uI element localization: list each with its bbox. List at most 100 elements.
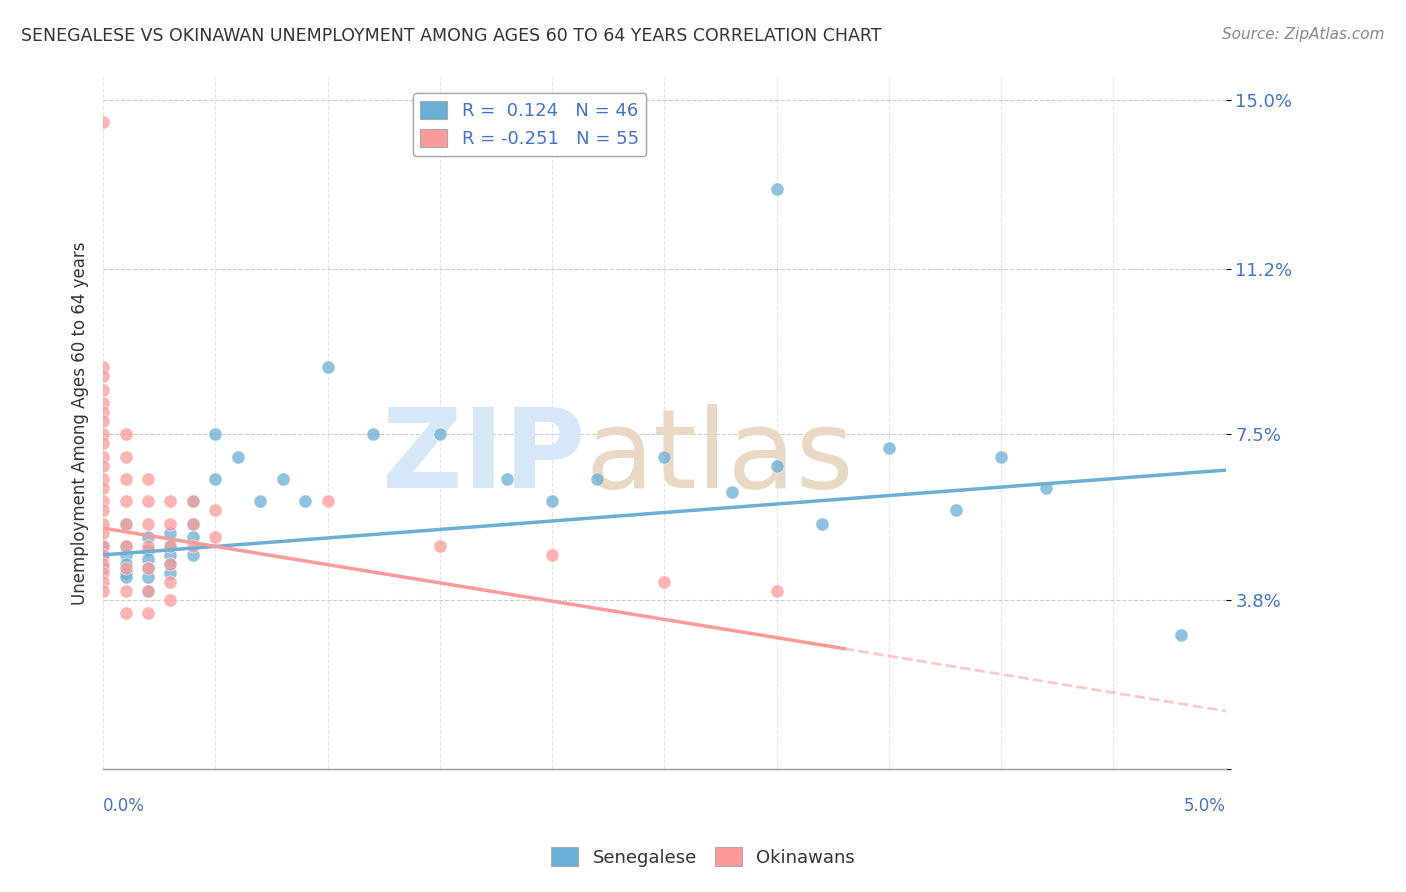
- Point: [114, 557, 136, 571]
- Point: [720, 485, 742, 500]
- Point: [181, 494, 204, 508]
- Point: [91, 383, 114, 397]
- Point: [541, 494, 564, 508]
- Point: [159, 539, 181, 553]
- Point: [181, 516, 204, 531]
- Point: [114, 539, 136, 553]
- Point: [654, 450, 676, 464]
- Point: [945, 503, 967, 517]
- Point: [91, 450, 114, 464]
- Point: [114, 472, 136, 486]
- Point: [316, 360, 339, 375]
- Point: [136, 516, 159, 531]
- Point: [136, 552, 159, 566]
- Point: [91, 561, 114, 575]
- Point: [159, 516, 181, 531]
- Point: [91, 574, 114, 589]
- Point: [91, 566, 114, 580]
- Point: [249, 494, 271, 508]
- Point: [429, 427, 451, 442]
- Point: [136, 472, 159, 486]
- Point: [114, 539, 136, 553]
- Point: [91, 494, 114, 508]
- Point: [91, 414, 114, 428]
- Point: [91, 539, 114, 553]
- Point: [159, 574, 181, 589]
- Point: [114, 570, 136, 584]
- Point: [91, 360, 114, 375]
- Point: [159, 557, 181, 571]
- Y-axis label: Unemployment Among Ages 60 to 64 years: Unemployment Among Ages 60 to 64 years: [72, 242, 89, 605]
- Point: [316, 494, 339, 508]
- Point: [91, 458, 114, 473]
- Point: [294, 494, 316, 508]
- Text: 5.0%: 5.0%: [1184, 797, 1226, 814]
- Point: [114, 561, 136, 575]
- Point: [136, 570, 159, 584]
- Point: [136, 530, 159, 544]
- Point: [91, 427, 114, 442]
- Point: [114, 516, 136, 531]
- Point: [204, 503, 226, 517]
- Point: [91, 405, 114, 419]
- Point: [136, 561, 159, 575]
- Point: [204, 472, 226, 486]
- Point: [91, 548, 114, 562]
- Point: [765, 458, 787, 473]
- Point: [91, 525, 114, 540]
- Point: [204, 530, 226, 544]
- Point: [91, 481, 114, 495]
- Point: [429, 539, 451, 553]
- Point: [114, 516, 136, 531]
- Point: [1170, 628, 1192, 642]
- Point: [159, 592, 181, 607]
- Point: [181, 516, 204, 531]
- Point: [91, 396, 114, 410]
- Point: [91, 548, 114, 562]
- Point: [136, 606, 159, 620]
- Point: [159, 525, 181, 540]
- Point: [136, 494, 159, 508]
- Point: [181, 539, 204, 553]
- Point: [810, 516, 832, 531]
- Point: [136, 583, 159, 598]
- Point: [654, 574, 676, 589]
- Point: [114, 566, 136, 580]
- Point: [765, 583, 787, 598]
- Point: [136, 543, 159, 558]
- Point: [114, 427, 136, 442]
- Point: [204, 427, 226, 442]
- Text: 0.0%: 0.0%: [103, 797, 145, 814]
- Point: [159, 494, 181, 508]
- Point: [91, 583, 114, 598]
- Text: atlas: atlas: [586, 404, 855, 511]
- Point: [91, 557, 114, 571]
- Point: [181, 530, 204, 544]
- Point: [765, 182, 787, 196]
- Point: [226, 450, 249, 464]
- Point: [91, 539, 114, 553]
- Point: [361, 427, 384, 442]
- Text: ZIP: ZIP: [382, 404, 586, 511]
- Point: [114, 548, 136, 562]
- Legend: Senegalese, Okinawans: Senegalese, Okinawans: [544, 840, 862, 874]
- Point: [541, 548, 564, 562]
- Point: [990, 450, 1012, 464]
- Point: [114, 450, 136, 464]
- Point: [91, 472, 114, 486]
- Text: Source: ZipAtlas.com: Source: ZipAtlas.com: [1222, 27, 1385, 42]
- Point: [91, 503, 114, 517]
- Point: [91, 516, 114, 531]
- Legend: R =  0.124   N = 46, R = -0.251   N = 55: R = 0.124 N = 46, R = -0.251 N = 55: [413, 94, 647, 155]
- Point: [136, 561, 159, 575]
- Point: [159, 539, 181, 553]
- Point: [159, 557, 181, 571]
- Point: [877, 441, 900, 455]
- Text: SENEGALESE VS OKINAWAN UNEMPLOYMENT AMONG AGES 60 TO 64 YEARS CORRELATION CHART: SENEGALESE VS OKINAWAN UNEMPLOYMENT AMON…: [21, 27, 882, 45]
- Point: [114, 583, 136, 598]
- Point: [91, 436, 114, 450]
- Point: [159, 566, 181, 580]
- Point: [91, 115, 114, 129]
- Point: [496, 472, 519, 486]
- Point: [136, 583, 159, 598]
